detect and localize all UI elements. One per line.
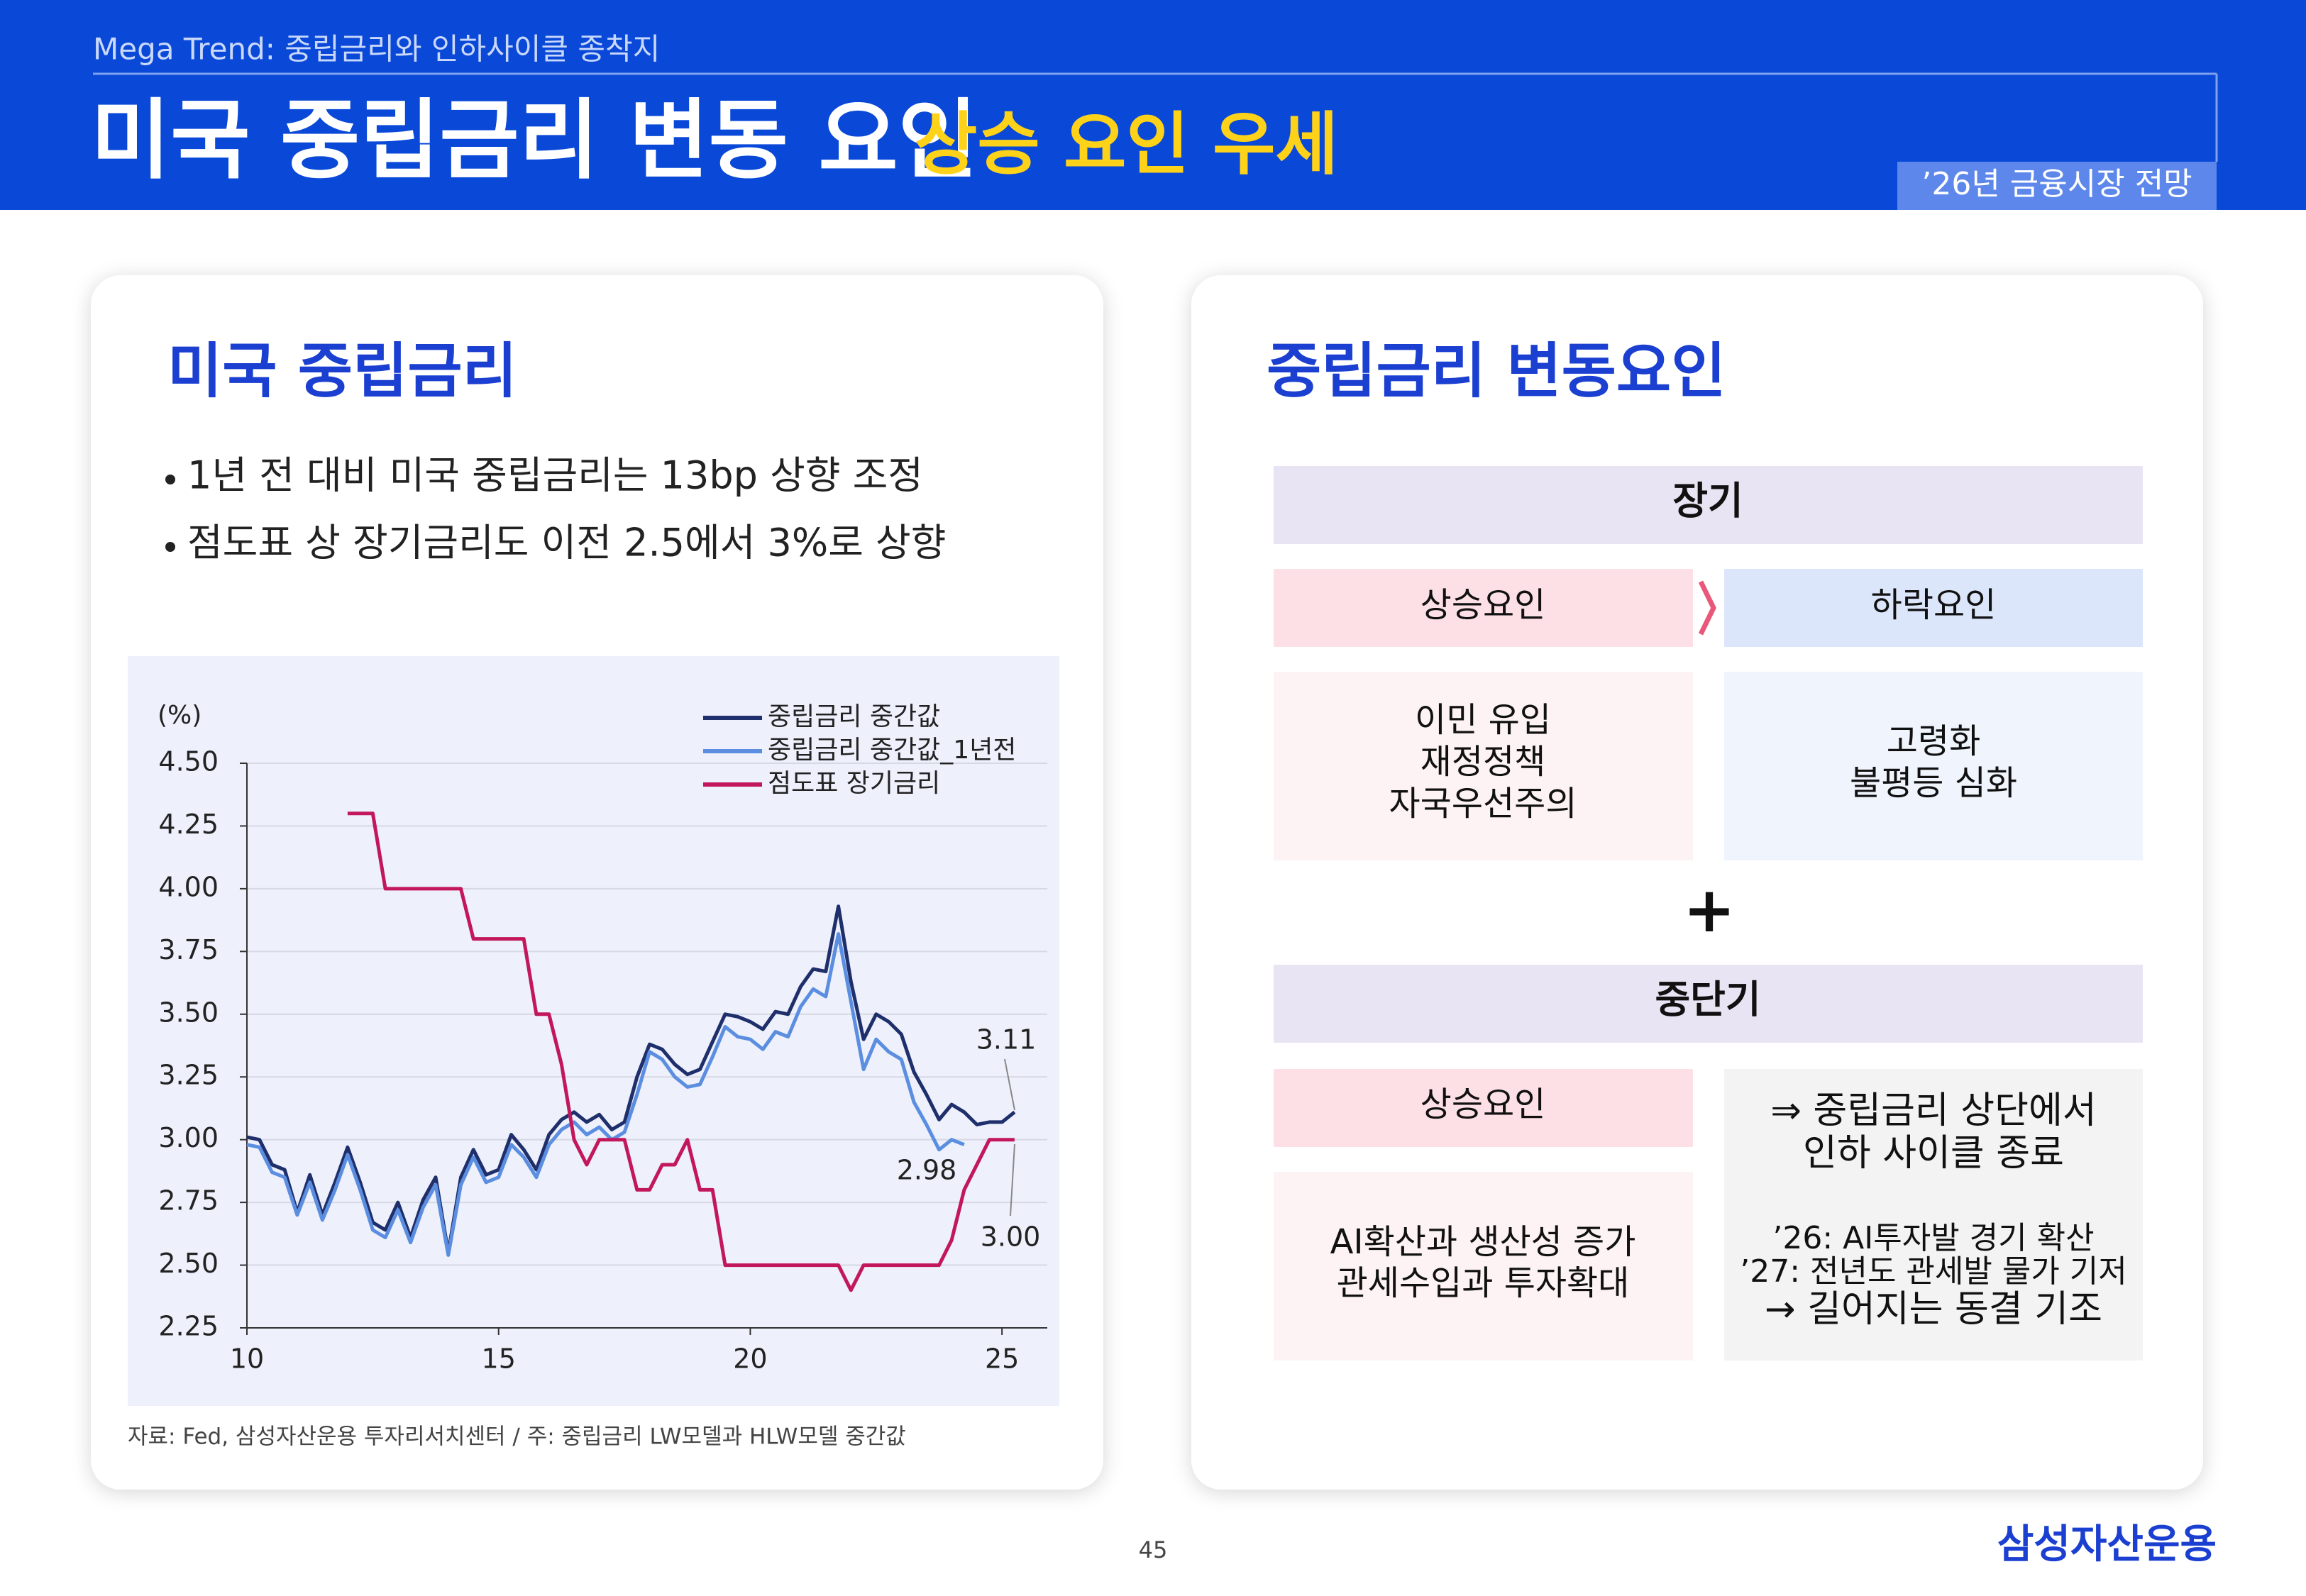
y-tick-label: 3.75 <box>158 934 219 965</box>
factor: 고령화 <box>1887 721 1980 761</box>
title: 미국 중립금리 변동 요인 <box>91 90 978 191</box>
down-content <box>1724 672 2143 860</box>
section-label: 장기 <box>1672 479 1743 523</box>
note: ’27: 전년도 관세발 물가 기저 <box>1740 1253 2127 1290</box>
tag: ’26년 금융시장 전망 <box>1921 166 2192 202</box>
greater-arrow <box>1698 580 1716 636</box>
y-tick-label: 3.00 <box>158 1122 219 1153</box>
factor: 불평등 심화 <box>1850 763 2017 803</box>
chart-bg <box>128 656 1059 1406</box>
leader-line <box>1004 1058 1015 1111</box>
tag-box <box>1897 162 2217 210</box>
series-line <box>246 904 1016 1255</box>
y-tick-label: 4.25 <box>158 809 219 840</box>
chart: 2.25 2.50 2.75 3.00 3.25 3.50 3.75 4.00 4.25 4.50… <box>158 701 1047 1375</box>
up-label: 상승요인 <box>1420 585 1546 625</box>
annotation: 2.98 <box>897 1155 957 1186</box>
y-tick-label: 4.50 <box>158 746 219 777</box>
up-box <box>1274 1069 1693 1147</box>
conclusion-box <box>1724 1069 2143 1361</box>
factor: 이민 유입 <box>1415 700 1551 740</box>
bullet: 1년 전 대비 미국 중립금리는 13bp 상향 조정 <box>187 453 923 498</box>
up-content <box>1274 1172 1693 1361</box>
bullet-dot <box>165 542 175 552</box>
page-number: 45 <box>1139 1536 1168 1563</box>
series-line <box>347 811 1015 1292</box>
y-tick-label: 3.25 <box>158 1060 219 1091</box>
up-content <box>1274 672 1693 860</box>
title-highlight: 상승 요인 우세 <box>915 104 1338 184</box>
outlook: → 길어지는 동결 기조 <box>1765 1288 2102 1331</box>
section-box <box>1274 965 2143 1043</box>
panel-heading: 미국 중립금리 <box>167 336 517 406</box>
x-tick-label: 25 <box>985 1343 1019 1375</box>
x-tick-label: 15 <box>482 1343 516 1375</box>
x-tick-label: 10 <box>230 1343 264 1375</box>
legend-label: 중립금리 중간값 <box>768 702 940 731</box>
up-label: 상승요인 <box>1420 1085 1546 1124</box>
annotation: 3.11 <box>976 1024 1037 1055</box>
factor: AI확산과 생산성 증가 <box>1330 1222 1636 1262</box>
section-label: 중단기 <box>1655 977 1760 1022</box>
logo: 삼성자산운용 <box>1997 1522 2217 1568</box>
leader-line <box>1010 1143 1015 1217</box>
subtitle: Mega Trend: 중립금리와 인하사이클 종착지 <box>93 32 660 67</box>
up-box <box>1274 569 1693 647</box>
down-box <box>1724 569 2143 647</box>
y-tick-label: 2.50 <box>158 1248 219 1279</box>
conclusion: 인하 사이클 종료 <box>1803 1132 2064 1175</box>
annotation: 3.00 <box>981 1221 1041 1253</box>
conclusion: ⇒ 중립금리 상단에서 <box>1770 1090 2096 1132</box>
y-tick-label: 3.50 <box>158 997 219 1028</box>
factor: 재정정책 <box>1420 742 1546 782</box>
y-axis-label: (%) <box>158 701 202 730</box>
down-label: 하락요인 <box>1871 585 1997 625</box>
panel-heading: 중립금리 변동요인 <box>1267 336 1726 406</box>
y-tick-label: 4.00 <box>158 871 219 902</box>
source: 자료: Fed, 삼성자산운용 투자리서치센터 / 주: 중립금리 LW모델과 … <box>128 1424 906 1450</box>
legend-label: 점도표 장기금리 <box>768 769 940 798</box>
y-tick-label: 2.25 <box>158 1311 219 1342</box>
note: ’26: AI투자발 경기 확산 <box>1772 1220 2094 1256</box>
x-tick-label: 20 <box>733 1343 767 1375</box>
section-box <box>1274 466 2143 544</box>
plus: + <box>1683 873 1736 946</box>
bullet-dot <box>165 475 175 484</box>
factor: 관세수입과 투자확대 <box>1337 1263 1630 1303</box>
y-tick-label: 2.75 <box>158 1185 219 1217</box>
bullet: 점도표 상 장기금리도 이전 2.5에서 3%로 상향 <box>187 521 946 565</box>
factor: 자국우선주의 <box>1389 784 1577 824</box>
legend-label: 중립금리 중간값_1년전 <box>768 736 1016 765</box>
series-line <box>246 932 965 1257</box>
